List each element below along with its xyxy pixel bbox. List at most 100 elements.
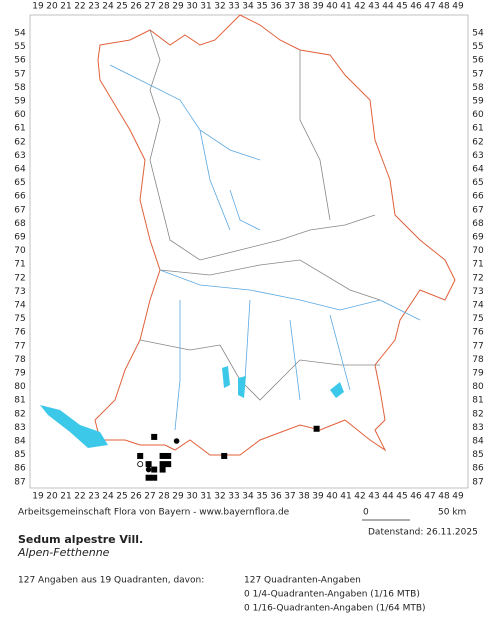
column-label: 43 (368, 2, 379, 12)
record-square (159, 452, 166, 459)
row-label: 58 (14, 83, 26, 93)
lake (40, 405, 108, 448)
column-label: 39 (312, 492, 324, 502)
column-label: 44 (382, 2, 394, 12)
column-label: 42 (354, 492, 365, 502)
row-label: 73 (14, 287, 25, 297)
column-label: 33 (228, 2, 239, 12)
row-label: 56 (14, 56, 26, 66)
stat: 127 Quadranten-Angaben (244, 576, 361, 586)
row-label: 58 (472, 83, 484, 93)
record-square (313, 425, 320, 432)
column-label: 46 (410, 2, 422, 12)
stat: 0 1/4-Quadranten-Angaben (1/16 MTB) (244, 590, 420, 600)
row-label: 61 (472, 124, 483, 134)
record-square (151, 466, 158, 473)
record-open-circle (137, 461, 144, 468)
row-label: 68 (472, 219, 484, 229)
column-label: 49 (452, 492, 464, 502)
column-label: 48 (438, 492, 450, 502)
column-label: 45 (396, 2, 407, 12)
row-label: 85 (14, 450, 25, 460)
lake (330, 382, 344, 398)
row-label: 83 (472, 423, 483, 433)
row-label: 74 (472, 301, 484, 311)
column-label: 23 (88, 492, 99, 502)
row-label: 87 (472, 477, 483, 487)
record-square (221, 452, 228, 459)
column-label: 37 (284, 2, 295, 12)
record-square (159, 466, 166, 473)
row-label: 55 (472, 42, 483, 52)
column-label: 40 (326, 2, 338, 12)
column-label: 26 (130, 492, 142, 502)
row-label: 80 (472, 382, 484, 392)
column-label: 20 (46, 492, 58, 502)
row-label: 77 (472, 341, 483, 351)
record-square (137, 452, 144, 459)
row-label: 59 (14, 97, 26, 107)
row-label: 80 (14, 382, 26, 392)
row-label: 67 (14, 205, 25, 215)
column-label: 47 (424, 492, 435, 502)
row-label: 71 (14, 260, 25, 270)
column-label: 25 (116, 492, 127, 502)
column-label: 28 (158, 492, 170, 502)
column-label: 46 (410, 492, 422, 502)
row-label: 54 (472, 29, 484, 39)
column-label: 43 (368, 492, 379, 502)
column-label: 39 (312, 2, 324, 12)
column-label: 37 (284, 492, 295, 502)
row-label: 65 (472, 178, 483, 188)
record-square (145, 461, 152, 468)
row-label: 75 (14, 314, 25, 324)
scale-start: 0 (363, 508, 369, 518)
column-label: 27 (144, 2, 155, 12)
row-label: 56 (472, 56, 484, 66)
date: Datenstand: 26.11.2025 (368, 528, 478, 538)
column-label: 35 (256, 492, 267, 502)
row-label: 85 (472, 450, 483, 460)
column-label: 19 (32, 2, 44, 12)
row-label: 78 (472, 355, 484, 365)
column-label: 24 (102, 2, 114, 12)
state-border (94, 14, 456, 456)
row-label: 82 (472, 409, 483, 419)
column-label: 34 (242, 492, 254, 502)
column-label: 29 (172, 2, 184, 12)
row-label: 64 (472, 165, 484, 175)
row-label: 75 (472, 314, 483, 324)
row-label: 55 (14, 42, 25, 52)
row-label: 66 (472, 192, 484, 202)
district-border (139, 29, 381, 401)
row-label: 60 (472, 110, 484, 120)
row-label: 61 (14, 124, 25, 134)
row-label: 60 (14, 110, 26, 120)
row-label: 87 (14, 477, 25, 487)
column-label: 38 (298, 2, 310, 12)
row-label: 66 (14, 192, 26, 202)
row-label: 73 (472, 287, 483, 297)
column-label: 21 (60, 2, 71, 12)
record-square (159, 461, 166, 468)
column-label: 41 (340, 2, 351, 12)
record-circle (173, 438, 180, 444)
column-label: 27 (144, 492, 155, 502)
column-label: 34 (242, 2, 254, 12)
row-label: 67 (472, 205, 483, 215)
summary: 127 Angaben aus 19 Quadranten, davon: (18, 576, 204, 586)
column-label: 48 (438, 2, 450, 12)
column-label: 25 (116, 2, 127, 12)
column-label: 28 (158, 2, 170, 12)
scale-end: 50 km (438, 508, 466, 518)
row-label: 79 (472, 369, 484, 379)
column-label: 26 (130, 2, 142, 12)
column-label: 23 (88, 2, 99, 12)
row-label: 63 (472, 151, 483, 161)
row-label: 76 (14, 328, 26, 338)
column-label: 35 (256, 2, 267, 12)
column-label: 32 (214, 2, 225, 12)
column-label: 30 (186, 492, 198, 502)
column-label: 22 (74, 492, 85, 502)
